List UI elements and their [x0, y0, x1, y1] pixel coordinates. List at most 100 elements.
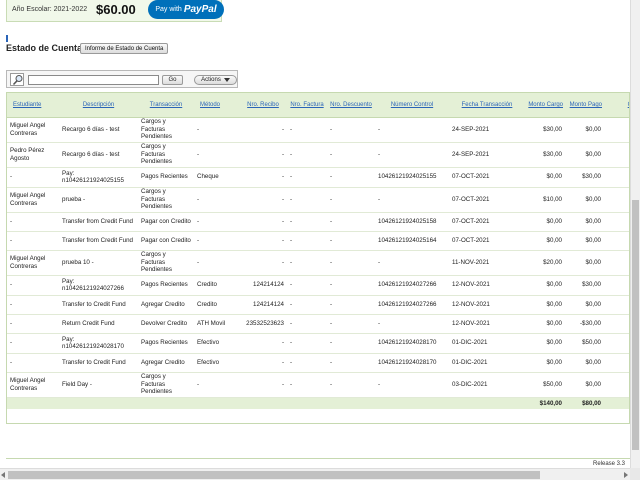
cell-student: Miguel Angel Contreras: [7, 117, 59, 143]
col-header-charge-amount[interactable]: Monto Cargo: [525, 93, 565, 118]
cell-discount: -: [327, 295, 375, 315]
table-row: - Return Credit Fund Devolver Credito ATH M…: [7, 314, 629, 334]
cell-student: Miguel Angel Contreras: [7, 372, 59, 398]
vertical-scroll-thumb[interactable]: [632, 200, 639, 450]
cell-discount: -: [327, 372, 375, 398]
col-header-credit[interactable]: Cré Aum: [604, 93, 629, 118]
cell-student: Pedro Pérez Agosto: [7, 142, 59, 168]
cell-method: Efectivo: [194, 353, 239, 373]
actions-label: Actions: [201, 77, 221, 83]
cell-transaction: Cargos y Facturas Pendientes: [138, 187, 194, 213]
cell-student: -: [7, 353, 59, 373]
cell-invoice: -: [287, 250, 327, 276]
cell-credit: $3: [604, 295, 629, 315]
cell-discount: -: [327, 187, 375, 213]
cell-date: 07-OCT-2021: [449, 231, 525, 251]
cell-control: 10426121924027266: [375, 295, 449, 315]
cell-control: 10426121924028170: [375, 333, 449, 354]
cell-transaction: Agregar Credito: [138, 295, 194, 315]
cell-transaction: Pagar con Credito: [138, 231, 194, 251]
cell-transaction: Cargos y Facturas Pendientes: [138, 117, 194, 143]
scroll-right-icon[interactable]: [624, 472, 628, 478]
totals-row: $140,00 $80,00 $9: [7, 397, 629, 409]
cell-receipt: -: [239, 250, 287, 276]
cell-transaction: Devolver Credito: [138, 314, 194, 334]
col-header-control-number[interactable]: Número Control: [375, 93, 449, 118]
cell-invoice: -: [287, 142, 327, 168]
search-input[interactable]: [28, 75, 159, 85]
cell-date: 07-OCT-2021: [449, 187, 525, 213]
cell-invoice: -: [287, 167, 327, 188]
cell-credit: $0: [604, 187, 629, 213]
totals-spacer: [7, 397, 525, 409]
footer-divider: [6, 458, 630, 459]
horizontal-scrollbar[interactable]: [0, 468, 630, 480]
cell-method: -: [194, 372, 239, 398]
table-row: - Transfer from Credit Fund Pagar con Cred…: [7, 212, 629, 232]
cell-date: 24-SEP-2021: [449, 142, 525, 168]
col-header-receipt-number[interactable]: Nro. Recibo: [239, 93, 287, 118]
vertical-scrollbar[interactable]: [630, 0, 640, 468]
table-row: Miguel Angel Contreras Recargo 6 días - t…: [7, 117, 629, 143]
cell-receipt: -: [239, 353, 287, 373]
cell-description: prueba -: [59, 187, 138, 213]
cell-credit: $0: [604, 167, 629, 188]
cell-charge: $0,00: [525, 353, 565, 373]
table-row: - Pay: n10426121924027266 Pagos Recientes C…: [7, 275, 629, 296]
horizontal-scroll-thumb[interactable]: [8, 471, 540, 479]
total-payment: $80,00: [565, 397, 604, 409]
cell-credit: $0: [604, 275, 629, 296]
cell-invoice: -: [287, 295, 327, 315]
search-icon[interactable]: [10, 73, 24, 86]
cell-student: -: [7, 295, 59, 315]
table-row: - Pay: n10426121924028170 Pagos Recientes E…: [7, 333, 629, 354]
cell-control: 10426121924025164: [375, 231, 449, 251]
chevron-down-icon: [223, 78, 230, 82]
cell-student: -: [7, 167, 59, 188]
paypal-button[interactable]: Pay with PayPal: [148, 0, 224, 19]
cell-method: -: [194, 142, 239, 168]
cell-credit: $9: [604, 353, 629, 373]
col-header-transaction[interactable]: Transacción: [138, 93, 194, 118]
cell-control: 10426121924025155: [375, 167, 449, 188]
paypal-prefix: Pay with: [155, 6, 182, 13]
col-header-transaction-date[interactable]: Fecha Transacción: [449, 93, 525, 118]
cell-date: 07-OCT-2021: [449, 167, 525, 188]
col-header-invoice-number[interactable]: Nro. Factura: [287, 93, 327, 118]
cell-invoice: -: [287, 372, 327, 398]
cell-discount: -: [327, 117, 375, 143]
section-marker: [6, 35, 8, 42]
cell-charge: $10,00: [525, 187, 565, 213]
go-button[interactable]: Go: [162, 75, 183, 85]
report-button[interactable]: Informe de Estado de Cuenta: [80, 43, 169, 54]
cell-control: 10426121924028170: [375, 353, 449, 373]
cell-invoice: -: [287, 314, 327, 334]
page-title: Estado de Cuenta: [6, 43, 83, 53]
cell-method: ATH Movil: [194, 314, 239, 334]
cell-transaction: Cargos y Facturas Pendientes: [138, 372, 194, 398]
scroll-left-icon[interactable]: [1, 472, 5, 478]
col-header-discount-number[interactable]: Nro. Descuento: [327, 93, 375, 118]
cell-control: 10426121924027266: [375, 275, 449, 296]
cell-date: 01-DIC-2021: [449, 333, 525, 354]
cell-discount: -: [327, 333, 375, 354]
cell-control: -: [375, 250, 449, 276]
table-row: - Pay: n10426121924025155 Pagos Recientes C…: [7, 167, 629, 188]
col-header-method[interactable]: Método: [194, 93, 239, 118]
cell-receipt: -: [239, 231, 287, 251]
cell-description: Transfer from Credit Fund: [59, 212, 138, 232]
table-row: - Transfer from Credit Fund Pagar con Cred…: [7, 231, 629, 251]
cell-charge: $0,00: [525, 212, 565, 232]
col-header-student[interactable]: Estudiante: [7, 93, 59, 118]
cell-payment: $0,00: [565, 231, 604, 251]
cell-discount: -: [327, 231, 375, 251]
cell-invoice: -: [287, 231, 327, 251]
cell-method: Efectivo: [194, 333, 239, 354]
table-header-row: Estudiante Descripción Transacción Métod…: [7, 93, 629, 118]
col-header-description[interactable]: Descripción: [59, 93, 138, 118]
actions-menu-button[interactable]: Actions: [194, 75, 237, 85]
cell-method: -: [194, 231, 239, 251]
col-header-payment-amount[interactable]: Monto Pago: [565, 93, 604, 118]
cell-student: Miguel Angel Contreras: [7, 187, 59, 213]
cell-charge: $30,00: [525, 117, 565, 143]
